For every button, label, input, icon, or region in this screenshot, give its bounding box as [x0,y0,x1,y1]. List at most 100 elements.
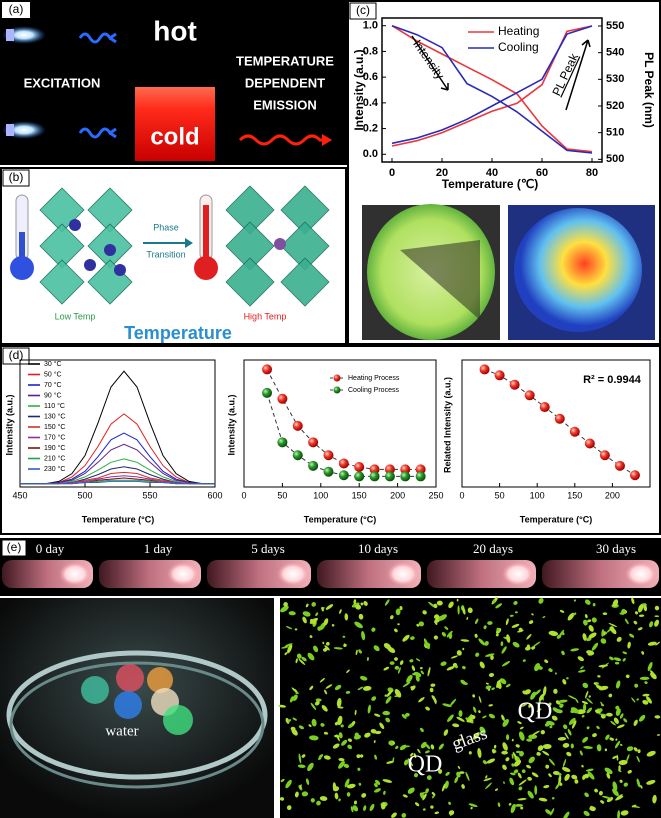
speckle [466,719,474,723]
speckle [353,599,357,605]
speckle [280,605,289,613]
speckle [655,641,660,646]
cold-sample [135,87,215,161]
speckle [401,713,407,719]
legend-label: 190 °C [44,444,65,452]
speckle [340,763,345,768]
speckle [379,722,385,730]
speckle [455,665,459,669]
speckle [418,697,425,703]
speckle [558,775,562,784]
speckle [606,629,611,633]
speckle [626,754,630,763]
x-tick-label: 500 [77,490,92,500]
legend-marker [333,386,341,394]
overlay-label: QD [518,699,553,725]
speckle [477,748,482,758]
lamp [6,124,14,136]
series-line [484,368,636,476]
point [494,370,505,381]
speckle [591,617,597,623]
speckle [491,748,496,754]
speckle [634,611,639,615]
point [400,471,411,482]
annotation-arrow [565,39,591,111]
speckle [612,599,619,607]
speckle [467,607,473,614]
speckle [298,725,304,730]
point [614,460,625,471]
speckle [460,639,470,642]
speckle [441,631,447,637]
speckle [654,715,661,719]
speckle [358,649,362,654]
speckle [292,717,297,721]
speckle [280,778,285,783]
cation [274,238,286,250]
speckle [485,782,492,790]
thermal-sample [514,208,642,332]
panel-label-box [2,169,30,187]
speckle [358,613,364,620]
speckle [581,714,585,718]
speckle [315,698,322,702]
speckle [359,754,364,758]
speckle [582,703,587,712]
speckle [317,626,322,631]
speckle [323,647,328,652]
speckle [295,658,298,664]
speckle [472,694,476,698]
speckle [296,653,302,659]
speckle [528,703,532,708]
speckle [324,731,329,735]
speckle [350,806,354,813]
speckle [518,786,523,791]
speckle [446,630,453,638]
speckle [473,706,477,713]
point [509,379,520,390]
speckle [294,791,299,798]
speckle [558,772,562,776]
speckle [429,687,434,693]
overlay-label: QD [408,752,443,778]
speckle [434,811,440,815]
speckle [534,663,541,672]
speckle [551,715,558,721]
speckle [425,750,430,754]
speckle [573,599,577,602]
speckle [361,793,367,798]
speckle [319,677,326,683]
panel-label: (a) [9,2,24,16]
speckle [542,616,546,619]
y-axis-label: Intensity (a.u.) [226,394,236,455]
speckle [338,732,343,739]
speckle [324,689,328,695]
speckle [505,683,511,688]
speckle [324,645,330,651]
speckle [294,689,297,692]
panel-label-box [2,2,30,18]
emission-arrow-head [322,134,332,146]
transition-label: Transition [146,249,185,259]
speckle [360,675,368,681]
speckle [352,805,359,812]
point [354,462,365,473]
speckle [395,745,399,750]
x-tick-label: 250 [428,490,443,500]
speckle [647,661,653,672]
x-tick-label: 0 [241,490,246,500]
speckle [514,803,523,807]
speckle [478,710,481,714]
photo-pattern [400,240,480,320]
speckle [493,744,497,749]
speckle [427,666,431,677]
point [262,364,273,375]
speckle [644,681,648,685]
x-tick-label: 150 [567,490,582,500]
speckle [598,790,603,796]
speckle [556,634,562,639]
speckle [584,773,590,779]
speckle [313,645,319,653]
speckle [558,699,568,703]
